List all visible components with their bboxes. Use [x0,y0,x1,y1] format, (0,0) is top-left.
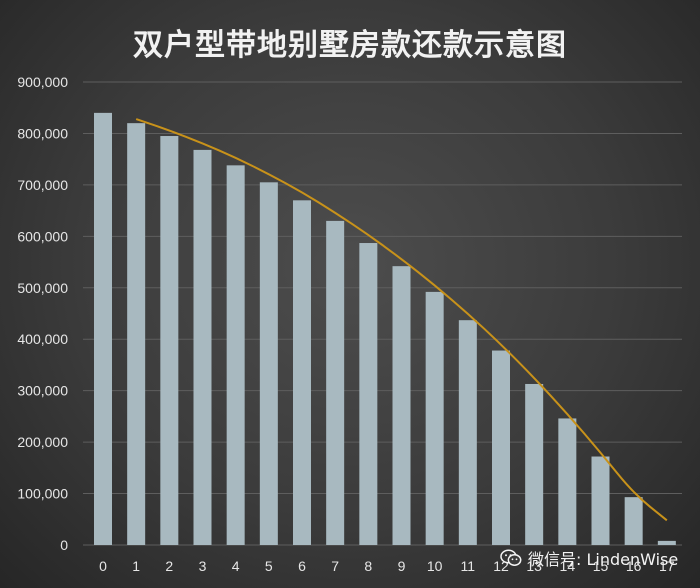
bar-8 [359,243,378,545]
bar-13 [525,383,544,545]
x-tick-label-17: 17 [659,558,675,574]
x-tick-label-0: 0 [99,558,107,574]
x-tick-label-14: 14 [560,558,576,574]
x-tick-label-1: 1 [132,558,140,574]
y-tick-label-9: 900,000 [17,74,68,90]
y-tick-label-4: 400,000 [17,331,68,347]
bar-6 [293,200,311,546]
x-tick-label-11: 11 [461,558,476,574]
y-tick-label-7: 700,000 [17,177,68,193]
bar-14 [558,418,577,545]
watermark: 微信号: LindenWise [500,546,678,570]
x-tick-label-7: 7 [331,558,339,574]
x-tick-label-13: 13 [526,558,542,574]
bar-9 [392,266,411,545]
y-tick-label-1: 100,000 [17,486,68,502]
x-tick-label-9: 9 [398,558,406,574]
x-tick-label-4: 4 [232,558,240,574]
trend-line [135,118,668,522]
watermark-text: 微信号: LindenWise [528,550,679,569]
bar-17 [657,540,676,545]
bar-7 [326,220,345,545]
y-tick-label-2: 200,000 [17,434,68,450]
chart-title: 双户型带地别墅房款还款示意图 [133,28,567,63]
bar-16 [624,497,643,545]
bar-4 [226,165,245,545]
bar-5 [259,182,278,546]
bar-12 [492,350,510,545]
x-tick-label-2: 2 [165,558,173,574]
bar-0 [94,112,112,545]
bar-1 [127,123,146,546]
x-tick-label-15: 15 [593,558,609,574]
x-tick-label-6: 6 [298,558,306,574]
y-tick-label-5: 500,000 [17,280,68,296]
bar-15 [591,456,610,545]
y-tick-label-6: 600,000 [17,228,68,244]
bar-10 [425,291,444,545]
x-tick-label-10: 10 [427,558,443,574]
x-tick-label-5: 5 [265,558,273,574]
bar-2 [160,136,179,545]
y-tick-label-3: 300,000 [17,383,68,399]
x-tick-label-3: 3 [199,558,207,574]
bar-11 [458,320,477,545]
y-tick-label-0: 0 [60,537,68,553]
y-tick-label-8: 800,000 [17,125,68,141]
wechat-icon [500,549,522,566]
x-tick-label-8: 8 [364,558,372,574]
x-tick-label-16: 16 [626,558,642,574]
bar-3 [193,149,212,545]
